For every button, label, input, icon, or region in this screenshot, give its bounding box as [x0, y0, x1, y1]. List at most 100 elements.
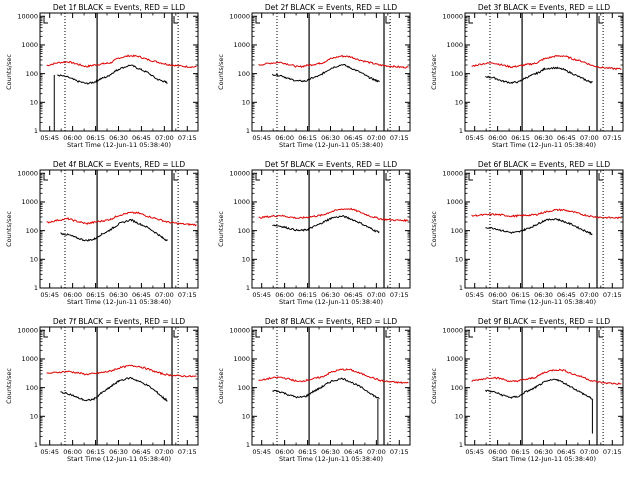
bracket-marker	[468, 16, 473, 24]
x-tick-label: 06:45	[132, 291, 151, 299]
x-tick-label: 05:45	[252, 134, 271, 142]
x-tick-label: 06:15	[298, 291, 317, 299]
y-tick-label: 100	[451, 384, 463, 392]
y-tick-label: 100	[451, 70, 463, 78]
y-axis-label: Counts/sec	[5, 54, 13, 90]
y-tick-label: 10	[242, 413, 250, 421]
x-tick-label: 07:00	[580, 291, 599, 299]
y-axis-label: Counts/sec	[430, 211, 438, 247]
events-series-line	[271, 63, 380, 83]
y-tick-label: 10000	[17, 12, 38, 20]
plot-frame	[251, 169, 411, 289]
detector-panel: Det 3f BLACK = Events, RED = LLD 1 10 100 10…	[430, 3, 624, 149]
y-tick-label: 10000	[442, 326, 463, 334]
plot-frame	[39, 169, 199, 289]
y-tick-label: 1	[246, 284, 250, 292]
x-tick-label: 06:30	[321, 291, 340, 299]
detector-panel: Det 5f BLACK = Events, RED = LLD 1 10 100 10…	[217, 160, 411, 306]
plot-frame	[464, 326, 624, 446]
x-tick-label: 06:30	[321, 448, 340, 456]
y-tick-label: 1000	[233, 198, 250, 206]
x-tick-label: 06:30	[109, 448, 128, 456]
x-axis-label: Start Time (12-Jun-11 05:38:40)	[492, 141, 596, 149]
panel-title: Det 2f BLACK = Events, RED = LLD	[265, 3, 398, 12]
events-series-line	[272, 377, 380, 400]
y-axis-label: Counts/sec	[5, 211, 13, 247]
x-axis-label: Start Time (12-Jun-11 05:38:40)	[67, 141, 171, 149]
x-tick-label: 06:45	[557, 448, 576, 456]
x-axis-label: Start Time (12-Jun-11 05:38:40)	[67, 455, 171, 463]
y-tick-label: 100	[26, 70, 38, 78]
lld-series-line	[258, 368, 409, 384]
events-series-line	[485, 66, 593, 85]
panel-title: Det 6f BLACK = Events, RED = LLD	[478, 160, 611, 169]
plot-frame	[251, 12, 411, 132]
events-series-line	[485, 218, 593, 236]
bracket-marker	[173, 173, 179, 181]
lld-series-line	[471, 54, 622, 71]
x-tick-label: 06:00	[488, 134, 507, 142]
x-tick-label: 06:15	[86, 291, 105, 299]
x-tick-label: 06:30	[109, 291, 128, 299]
y-tick-label: 1000	[233, 41, 250, 49]
x-tick-label: 06:00	[275, 134, 294, 142]
x-tick-label: 06:15	[298, 134, 317, 142]
x-tick-label: 06:15	[511, 448, 530, 456]
x-tick-label: 06:30	[109, 134, 128, 142]
plot-frame	[464, 12, 624, 132]
x-tick-label: 06:00	[488, 291, 507, 299]
x-tick-label: 07:00	[155, 291, 174, 299]
y-tick-label: 10	[455, 99, 463, 107]
x-tick-label: 05:45	[40, 448, 59, 456]
x-tick-label: 06:15	[298, 448, 317, 456]
bracket-marker	[173, 330, 179, 338]
y-axis-label: Counts/sec	[217, 54, 225, 90]
y-tick-label: 1	[459, 441, 463, 449]
x-tick-label: 07:15	[603, 134, 622, 142]
x-tick-label: 06:45	[557, 291, 576, 299]
y-axis-label: Counts/sec	[430, 368, 438, 404]
y-tick-label: 100	[238, 227, 250, 235]
x-axis-label: Start Time (12-Jun-11 05:38:40)	[279, 298, 383, 306]
events-series-line	[57, 64, 168, 85]
plot-frame	[39, 326, 199, 446]
x-tick-label: 06:30	[534, 448, 553, 456]
y-tick-label: 10000	[442, 12, 463, 20]
y-tick-label: 1	[34, 284, 38, 292]
x-tick-label: 06:00	[63, 291, 82, 299]
bracket-marker	[43, 330, 48, 338]
x-tick-label: 05:45	[465, 291, 484, 299]
y-axis-label: Counts/sec	[5, 368, 13, 404]
x-tick-label: 06:30	[534, 134, 553, 142]
x-tick-label: 06:30	[321, 134, 340, 142]
x-tick-label: 07:15	[178, 291, 197, 299]
plot-frame	[464, 169, 624, 289]
y-tick-label: 1	[34, 127, 38, 135]
x-tick-label: 06:30	[534, 291, 553, 299]
x-tick-label: 07:15	[390, 448, 409, 456]
panel-title: Det 1f BLACK = Events, RED = LLD	[53, 3, 186, 12]
y-tick-label: 10	[242, 99, 250, 107]
panel-title: Det 9f BLACK = Events, RED = LLD	[478, 317, 611, 326]
x-tick-label: 06:00	[63, 448, 82, 456]
y-tick-label: 1	[459, 127, 463, 135]
x-tick-label: 07:15	[603, 448, 622, 456]
x-tick-label: 06:00	[275, 291, 294, 299]
bracket-marker	[173, 16, 179, 24]
y-tick-label: 100	[238, 70, 250, 78]
x-tick-label: 07:00	[155, 134, 174, 142]
events-series-line	[60, 218, 168, 242]
x-tick-label: 06:45	[344, 134, 363, 142]
x-tick-label: 06:45	[132, 448, 151, 456]
y-tick-label: 1000	[446, 355, 463, 363]
x-tick-label: 07:00	[580, 448, 599, 456]
x-tick-label: 07:15	[390, 291, 409, 299]
x-tick-label: 06:45	[557, 134, 576, 142]
y-tick-label: 100	[451, 227, 463, 235]
detector-panel: Det 9f BLACK = Events, RED = LLD 1 10 100 10…	[430, 317, 624, 463]
bracket-marker	[598, 16, 604, 24]
x-tick-label: 07:15	[603, 291, 622, 299]
y-tick-label: 1	[34, 441, 38, 449]
y-tick-label: 100	[238, 384, 250, 392]
x-tick-label: 07:15	[178, 134, 197, 142]
